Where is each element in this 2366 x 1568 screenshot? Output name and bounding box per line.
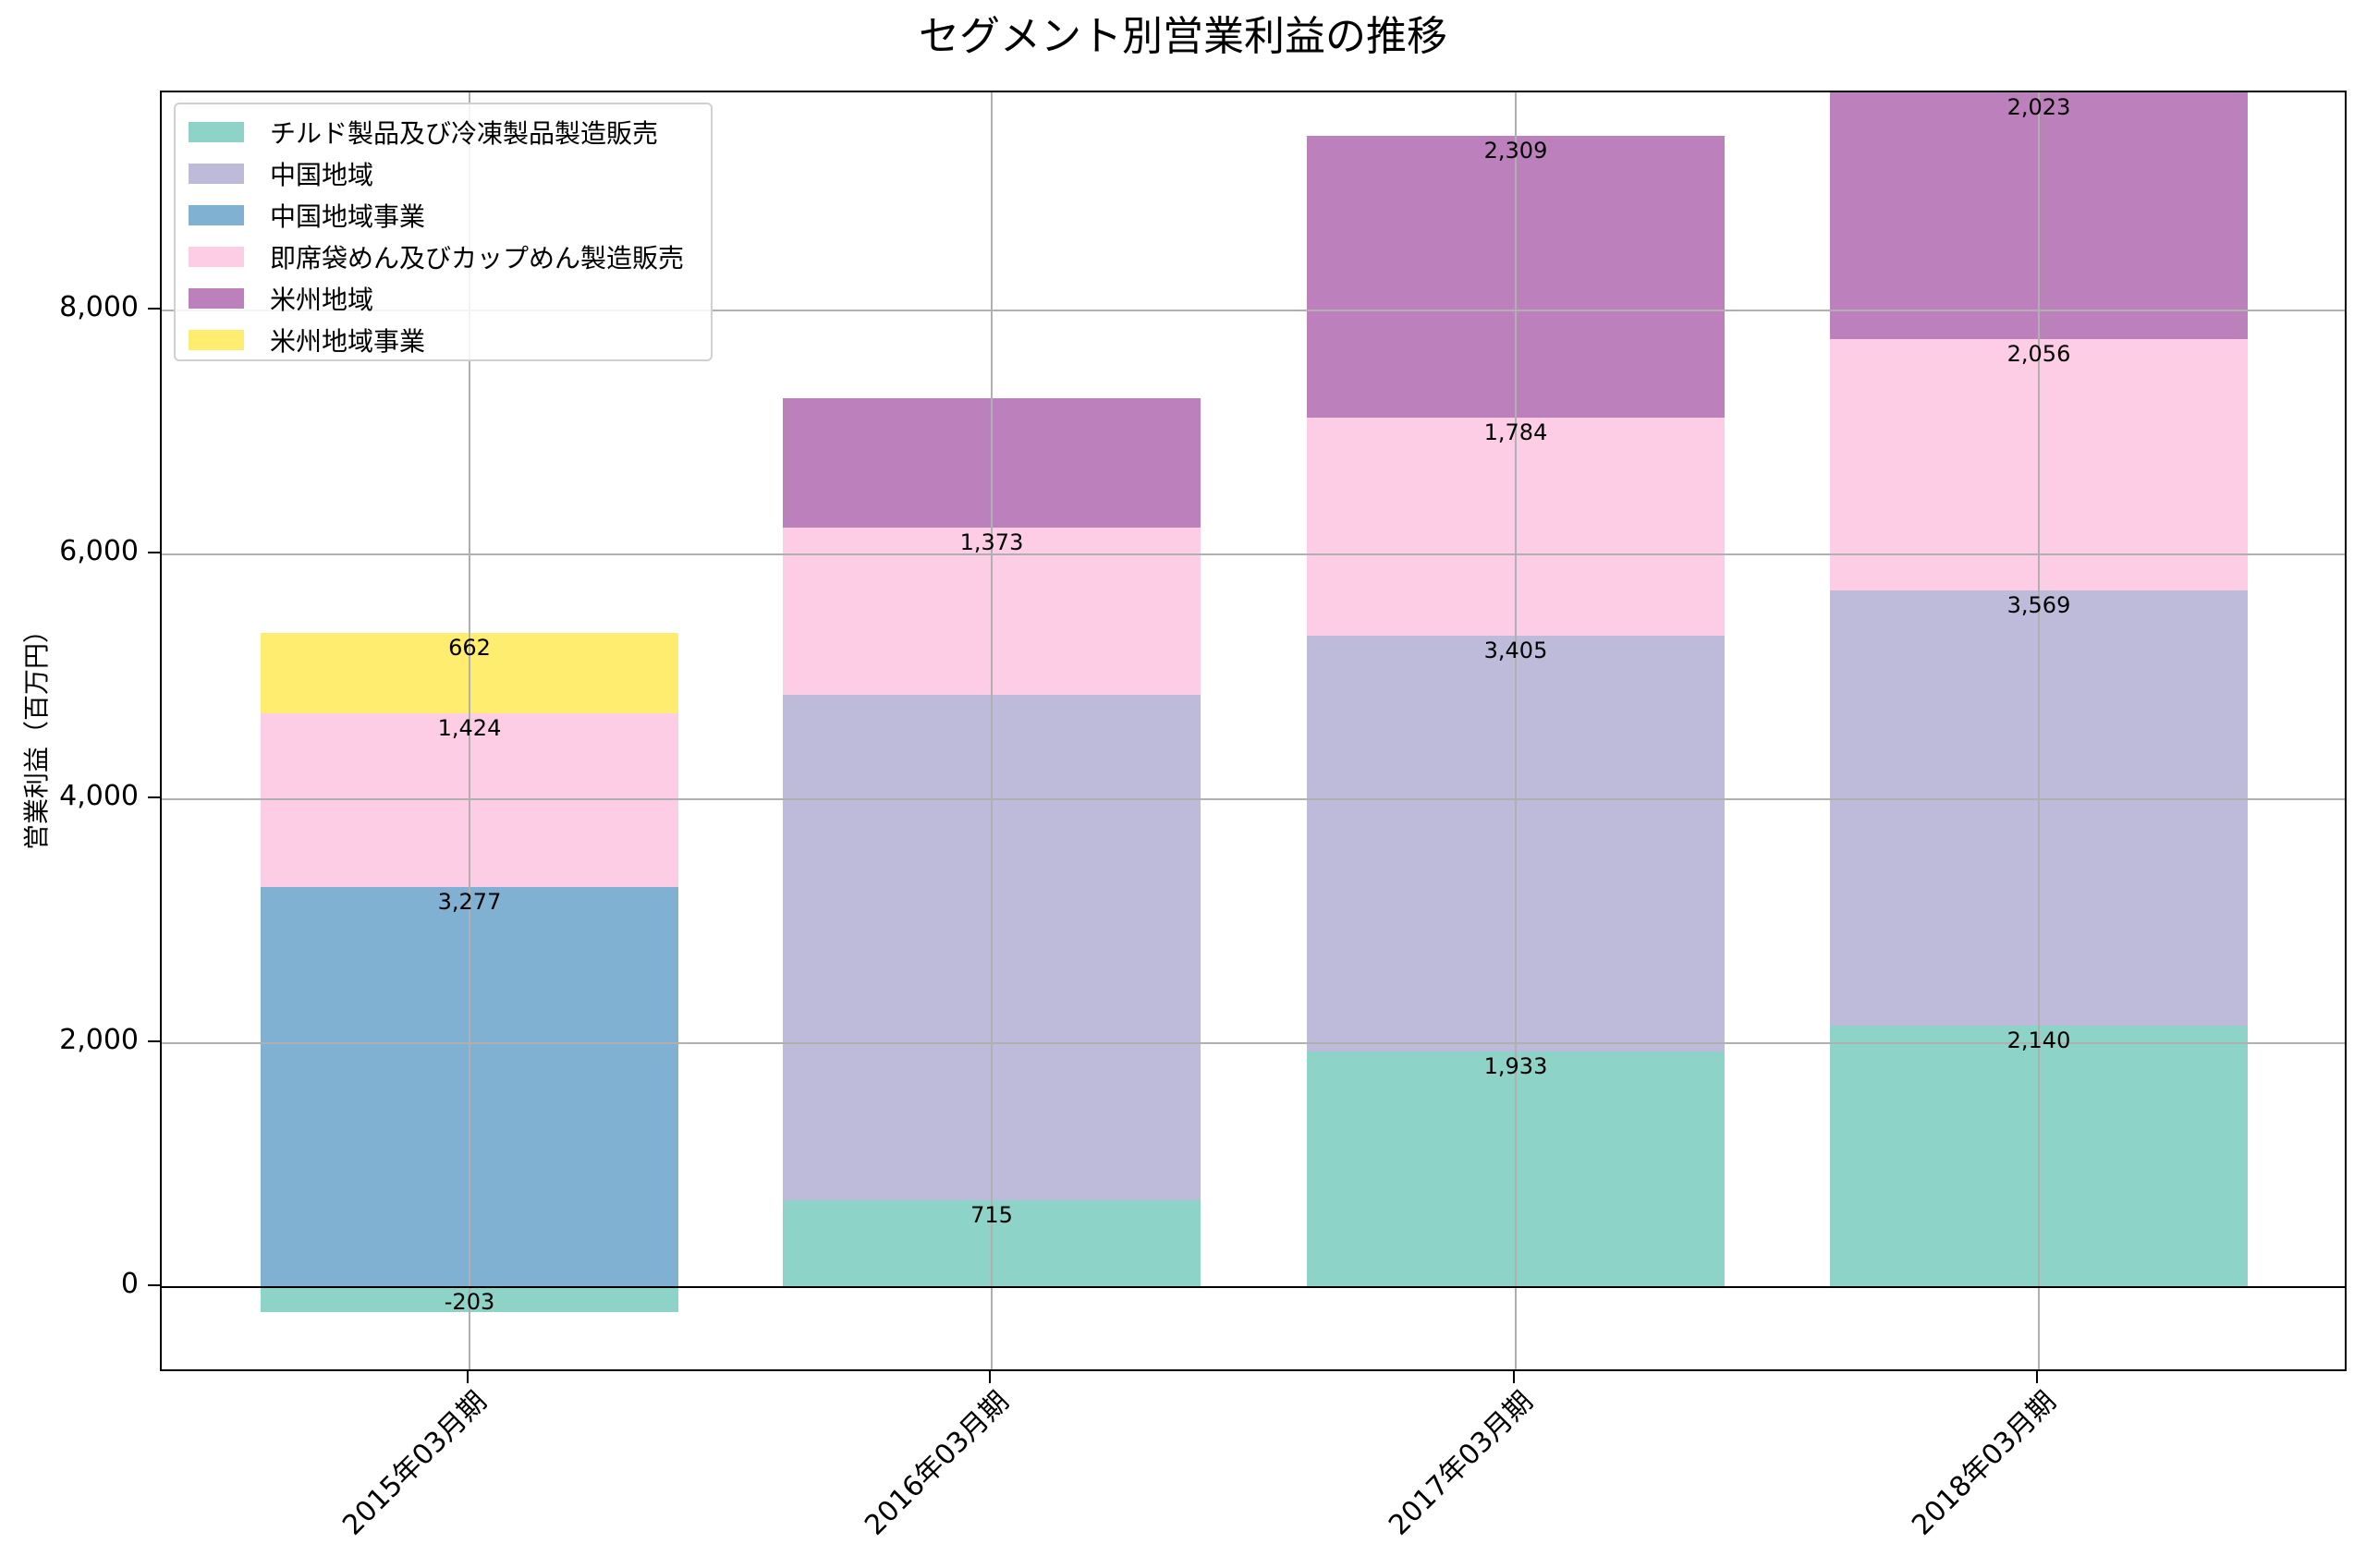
value-label: 2,056 [2006, 341, 2071, 368]
x-tick-mark [2036, 1371, 2038, 1383]
y-tick-label: 0 [120, 1268, 139, 1300]
y-axis-label: 営業利益（百万円） [21, 616, 52, 850]
y-tick-label: 2,000 [59, 1023, 139, 1056]
legend-label: 米州地域事業 [270, 326, 426, 357]
y-tick-mark [148, 1039, 160, 1042]
value-label: 3,405 [1483, 637, 1548, 663]
legend-label: 即席袋めん及びカップめん製造販売 [270, 243, 685, 273]
x-tick-mark [1513, 1371, 1515, 1383]
legend-item: 中国地域 [189, 155, 373, 192]
x-tick-label: 2018年03月期 [1906, 1385, 2063, 1542]
value-label: 662 [448, 634, 491, 661]
value-label: 2,309 [1483, 138, 1548, 164]
value-label: 1,424 [437, 714, 502, 741]
legend-swatch [189, 122, 244, 142]
y-tick-mark [148, 1284, 160, 1286]
x-tick-mark [989, 1371, 991, 1383]
gridline-horizontal [162, 310, 2345, 312]
y-tick-mark [148, 308, 160, 310]
legend-item: 米州地域事業 [189, 322, 425, 359]
value-label: 2,023 [2006, 94, 2071, 120]
y-tick-label: 8,000 [59, 291, 139, 324]
legend-swatch [189, 330, 244, 350]
zero-line [162, 1286, 2345, 1288]
legend-item: 即席袋めん及びカップめん製造販売 [189, 238, 684, 275]
value-label: -203 [444, 1289, 495, 1315]
value-label: 1,784 [1483, 419, 1548, 446]
value-label: 2,140 [2006, 1027, 2071, 1054]
legend-item: 中国地域事業 [189, 197, 425, 234]
x-tick-label: 2016年03月期 [859, 1385, 1016, 1542]
y-tick-mark [148, 796, 160, 798]
legend: チルド製品及び冷凍製品製造販売 中国地域中国地域事業即席袋めん及びカップめん製造販… [174, 103, 713, 361]
gridline-horizontal [162, 1041, 2345, 1044]
y-tick-mark [148, 552, 160, 554]
legend-item: チルド製品及び冷凍製品製造販売 [189, 114, 658, 151]
gridline-vertical [2038, 92, 2040, 1369]
gridline-vertical [469, 92, 470, 1369]
y-tick-label: 6,000 [59, 535, 139, 568]
x-tick-mark [467, 1371, 469, 1383]
legend-label: チルド製品及び冷凍製品製造販売 [270, 118, 659, 149]
chart-title: セグメント別営業利益の推移 [919, 13, 1447, 60]
value-label: 3,277 [437, 889, 502, 916]
x-tick-label: 2015年03月期 [336, 1385, 494, 1542]
y-tick-label: 4,000 [59, 779, 139, 812]
legend-swatch [189, 288, 244, 309]
plot-area: チルド製品及び冷凍製品製造販売 中国地域中国地域事業即席袋めん及びカップめん製造販… [160, 91, 2347, 1371]
legend-swatch [189, 164, 244, 184]
gridline-horizontal [162, 553, 2345, 556]
legend-label: 米州地域 [270, 285, 374, 315]
gridline-vertical [991, 92, 993, 1369]
x-tick-label: 2017年03月期 [1383, 1385, 1540, 1542]
legend-item: 米州地域 [189, 280, 373, 317]
legend-swatch [189, 247, 244, 267]
gridline-horizontal [162, 797, 2345, 800]
value-label: 1,373 [959, 529, 1024, 555]
legend-label: 中国地域事業 [270, 201, 426, 232]
legend-label: 中国地域 [270, 160, 374, 190]
value-label: 1,933 [1483, 1052, 1548, 1079]
gridline-vertical [1515, 92, 1517, 1369]
value-label: 3,569 [2006, 591, 2071, 618]
value-label: 715 [970, 1201, 1013, 1228]
legend-swatch [189, 205, 244, 225]
